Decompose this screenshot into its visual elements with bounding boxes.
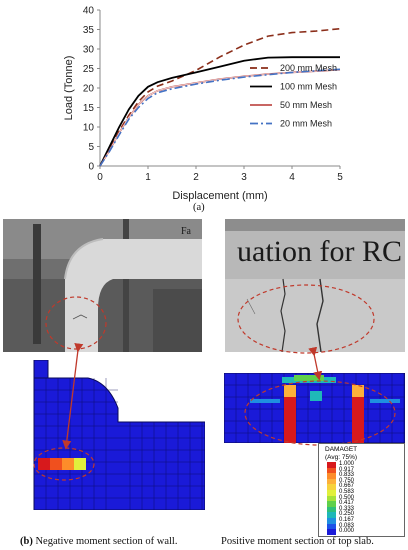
damage-legend-row: 1.000: [327, 461, 387, 468]
legend-label: 100 mm Mesh: [280, 82, 337, 92]
damage-legend-value: 0.750: [339, 477, 355, 484]
damage-legend-swatch: [327, 462, 336, 468]
damage-legend-row: 0.917: [327, 466, 387, 474]
damage-legend-swatch: [327, 490, 336, 496]
damage-legend-swatch: [327, 501, 336, 508]
damage-legend-swatch: [327, 467, 336, 474]
legend-label: 50 mm Mesh: [280, 100, 332, 110]
wall-photo: Fa: [3, 219, 202, 352]
damage-legend-value: 0.333: [339, 505, 355, 512]
damage-legend-value: 0.417: [339, 500, 355, 507]
load-displacement-chart: 0 1 2 3 4 5 0 5 10 15 20 25 30 35 40 200 mm Mesh 100 mm…: [63, 6, 343, 203]
x-tick-label: 0: [97, 172, 103, 183]
damage-legend-value: 0.583: [339, 489, 355, 495]
damage-legend-swatch: [327, 495, 336, 502]
damage-legend-row: 0.667: [327, 483, 387, 491]
series-line-highlight: [99, 69, 341, 167]
damage-legend-value: 0.500: [339, 494, 355, 501]
x-tick-label: 3: [241, 172, 247, 183]
caption-right: Positive moment section of top slab.: [221, 536, 374, 547]
damage-legend: DAMAGET (Avg: 75%) 1.000 0.917 0.833 0.750 0…: [318, 443, 405, 537]
legend-label: 200 mm Mesh: [280, 63, 337, 73]
slab-fem-model: [223, 372, 406, 444]
damage-legend-row: 0.000: [327, 528, 387, 536]
damage-legend-value: 0.917: [339, 466, 355, 473]
caption-b: (b) Negative moment section of wall.: [20, 536, 177, 547]
x-axis-title: Displacement (mm): [172, 190, 267, 202]
caption-b-label: (b): [20, 536, 33, 547]
y-tick-label: 30: [83, 45, 95, 56]
damage-legend-swatch: [327, 529, 336, 536]
damage-legend-swatch: [327, 512, 336, 519]
damage-legend-swatch: [327, 506, 336, 513]
y-tick-label: 5: [88, 142, 94, 153]
damage-legend-row: 0.083: [327, 522, 387, 530]
damage-legend-title: DAMAGET: [325, 446, 358, 453]
x-tick-label: 1: [145, 172, 151, 183]
damage-legend-row: 0.333: [327, 505, 387, 513]
caption-b-text: Negative moment section of wall.: [32, 536, 178, 547]
chart-series: [99, 27, 341, 167]
damage-legend-row: 0.250: [327, 511, 387, 519]
caption-a: (a): [193, 202, 205, 213]
damage-legend-row: 0.167: [327, 517, 387, 524]
damage-legend-value: 0.250: [339, 511, 355, 518]
y-tick-label: 15: [83, 103, 95, 114]
slab-photo-text: uation for RC: [237, 235, 402, 268]
damage-legend-swatch: [327, 473, 336, 480]
y-tick-label: 25: [83, 64, 95, 75]
x-tick-label: 2: [193, 172, 199, 183]
y-tick-label: 0: [88, 162, 94, 173]
damage-legend-swatch: [327, 523, 336, 530]
damage-legend-swatch: [327, 478, 336, 485]
damage-legend-row: 0.417: [327, 500, 387, 508]
damage-legend-value: 0.083: [339, 522, 355, 529]
slab-photo: uation for RC: [225, 219, 405, 352]
x-tick-label: 4: [289, 172, 295, 183]
y-tick-label: 20: [83, 84, 95, 95]
damage-legend-row: 0.500: [327, 494, 387, 502]
wall-photo-text: Fa: [181, 226, 191, 237]
damage-legend-value: 0.167: [339, 517, 355, 523]
wall-fem-model: [0, 359, 206, 511]
series-line-100-mm-mesh: [99, 56, 340, 167]
y-tick-label: 40: [83, 6, 95, 17]
damage-legend-value: 1.000: [339, 461, 355, 467]
damage-legend-swatch: [327, 484, 336, 491]
y-tick-label: 10: [83, 123, 95, 134]
damage-legend-value: 0.833: [339, 472, 355, 479]
chart-ticks: 0 1 2 3 4 5 0 5 10 15 20 25 30 35 40: [83, 6, 343, 184]
damage-legend-swatch: [327, 518, 336, 524]
damage-legend-row: 0.833: [327, 472, 387, 480]
damage-legend-row: 0.750: [327, 477, 387, 485]
series-line-200-mm-mesh: [99, 27, 341, 167]
y-tick-label: 35: [83, 25, 95, 36]
damage-legend-subtitle: (Avg: 75%): [325, 454, 358, 461]
x-tick-label: 5: [337, 172, 343, 183]
legend-label: 20 mm Mesh: [280, 119, 332, 129]
damage-legend-row: 0.583: [327, 489, 387, 496]
damage-legend-value: 0.000: [339, 528, 355, 535]
chart-legend: 200 mm Mesh 100 mm Mesh 50 mm Mesh 20 mm Me…: [250, 63, 337, 129]
damage-legend-value: 0.667: [339, 483, 355, 490]
y-axis-title: Load (Tonne): [63, 56, 75, 121]
